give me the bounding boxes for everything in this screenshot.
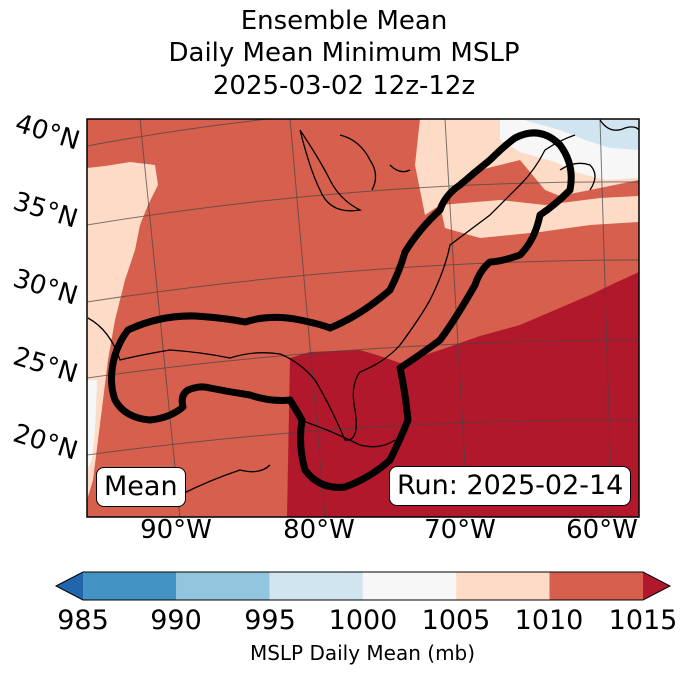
mslp-1000-1005-west [87, 380, 97, 470]
lon-label-70w: 70°W [424, 515, 496, 545]
colorbar-label: MSLP Daily Mean (mb) [249, 641, 476, 665]
mslp-field [87, 119, 639, 517]
colorbar-tick: 1010 [514, 605, 584, 636]
mslp-1005-1010-west [87, 162, 158, 500]
colorbar-segment-1010-1015 [549, 572, 643, 600]
colorbar-outline [54, 571, 672, 601]
colorbar-segment-995-1000 [269, 572, 363, 600]
lon-label-80w: 80°W [283, 515, 355, 545]
colorbar-tick: 985 [57, 605, 109, 636]
mean-badge: Mean [96, 467, 186, 507]
lon-label-90w: 90°W [140, 515, 212, 545]
mslp-above-1015-southeast [287, 272, 639, 517]
title-line-1: Ensemble Mean [240, 6, 448, 36]
colorbar-tick: 990 [150, 605, 202, 636]
map-frame [86, 118, 640, 518]
run-date-badge: Run: 2025-02-14 [389, 466, 632, 506]
colorbar-tick: 1015 [608, 605, 678, 636]
colorbar-segment-990-995 [176, 572, 270, 600]
colorbar-tick: 1000 [328, 605, 398, 636]
colorbar-tick: 1005 [421, 605, 491, 636]
title-line-3: 2025-03-02 12z-12z [212, 71, 476, 101]
mslp-995-1000-northeast [520, 119, 639, 150]
title-line-2: Daily Mean Minimum MSLP [168, 38, 520, 68]
mslp-contour-outline [108, 129, 575, 491]
colorbar-extend-low [56, 572, 83, 600]
colorbar-segment-1000-1005 [362, 572, 457, 600]
colorbar-segment-985-990 [83, 572, 177, 600]
lon-label-60w: 60°W [566, 515, 638, 545]
colorbar-extend-high [643, 572, 670, 600]
colorbar-tick: 995 [244, 605, 296, 636]
colorbar-segment-1005-1010 [456, 572, 550, 600]
